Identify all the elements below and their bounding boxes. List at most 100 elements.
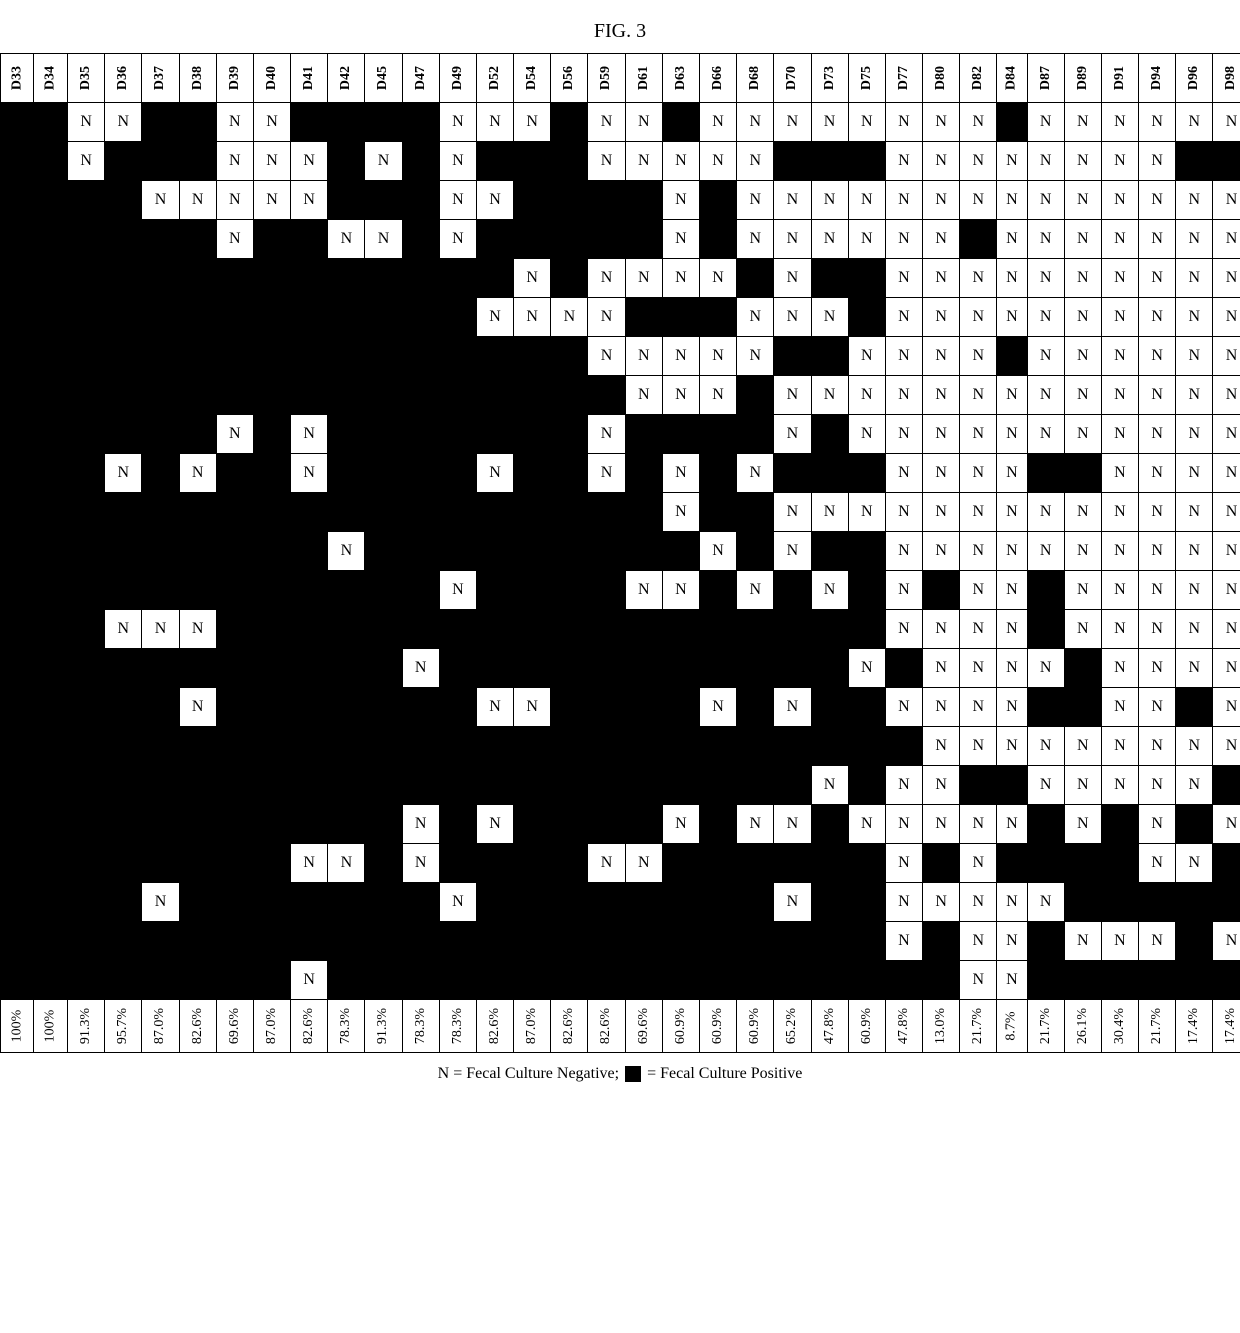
heatmap-cell bbox=[142, 415, 179, 454]
heatmap-cell bbox=[365, 376, 402, 415]
heatmap-cell: N bbox=[848, 415, 885, 454]
heatmap-cell bbox=[402, 688, 439, 727]
heatmap-cell: N bbox=[1176, 727, 1213, 766]
heatmap-cell bbox=[253, 454, 290, 493]
heatmap-cell bbox=[1213, 844, 1240, 883]
heatmap-cell bbox=[253, 415, 290, 454]
heatmap-cell bbox=[662, 766, 699, 805]
heatmap-cell bbox=[699, 844, 736, 883]
heatmap-cell: N bbox=[848, 376, 885, 415]
heatmap-cell bbox=[68, 727, 105, 766]
heatmap-cell bbox=[68, 376, 105, 415]
heatmap-cell: N bbox=[439, 181, 476, 220]
heatmap-cell bbox=[216, 571, 253, 610]
heatmap-cell: N bbox=[960, 259, 997, 298]
heatmap-cell: N bbox=[997, 454, 1027, 493]
heatmap-cell: N bbox=[179, 688, 216, 727]
heatmap-cell: N bbox=[1027, 376, 1064, 415]
heatmap-cell: N bbox=[1139, 844, 1176, 883]
heatmap-cell: N bbox=[68, 103, 105, 142]
heatmap-cell bbox=[216, 337, 253, 376]
heatmap-cell bbox=[514, 415, 551, 454]
heatmap-cell: N bbox=[1101, 220, 1138, 259]
heatmap-cell bbox=[291, 766, 328, 805]
heatmap-cell: N bbox=[365, 142, 402, 181]
heatmap-cell bbox=[662, 688, 699, 727]
heatmap-cell bbox=[662, 103, 699, 142]
heatmap-cell bbox=[0, 103, 34, 142]
heatmap-cell: N bbox=[699, 337, 736, 376]
heatmap-cell bbox=[588, 181, 625, 220]
heatmap-cell bbox=[142, 922, 179, 961]
heatmap-cell: N bbox=[960, 415, 997, 454]
heatmap-cell: N bbox=[1064, 493, 1101, 532]
heatmap-cell bbox=[328, 298, 365, 337]
heatmap-cell: N bbox=[1101, 337, 1138, 376]
heatmap-cell bbox=[848, 844, 885, 883]
heatmap-cell bbox=[68, 883, 105, 922]
percent-cell: 91.3% bbox=[365, 1000, 402, 1053]
heatmap-cell: N bbox=[253, 142, 290, 181]
heatmap-cell bbox=[105, 259, 142, 298]
heatmap-cell: N bbox=[662, 337, 699, 376]
heatmap-cell bbox=[0, 688, 34, 727]
heatmap-cell: N bbox=[291, 415, 328, 454]
percent-cell: 8.7% bbox=[997, 1000, 1027, 1053]
heatmap-cell: N bbox=[699, 259, 736, 298]
heatmap-cell bbox=[588, 922, 625, 961]
heatmap-cell: N bbox=[514, 259, 551, 298]
heatmap-cell bbox=[514, 961, 551, 1000]
heatmap-cell: N bbox=[402, 805, 439, 844]
heatmap-cell bbox=[179, 844, 216, 883]
heatmap-cell: N bbox=[997, 493, 1027, 532]
heatmap-cell bbox=[68, 181, 105, 220]
heatmap-cell bbox=[105, 688, 142, 727]
heatmap-cell bbox=[774, 922, 811, 961]
heatmap-cell: N bbox=[1213, 259, 1240, 298]
heatmap-cell bbox=[34, 805, 68, 844]
heatmap-cell bbox=[774, 571, 811, 610]
heatmap-cell bbox=[476, 610, 513, 649]
heatmap-cell: N bbox=[997, 259, 1027, 298]
heatmap-cell: N bbox=[68, 142, 105, 181]
heatmap-cell bbox=[551, 415, 588, 454]
heatmap-cell: N bbox=[774, 259, 811, 298]
heatmap-cell: N bbox=[737, 103, 774, 142]
heatmap-cell bbox=[551, 259, 588, 298]
heatmap-cell: N bbox=[588, 454, 625, 493]
heatmap-cell bbox=[365, 844, 402, 883]
heatmap-cell: N bbox=[960, 727, 997, 766]
heatmap-cell bbox=[365, 103, 402, 142]
heatmap-cell bbox=[439, 610, 476, 649]
heatmap-cell bbox=[811, 922, 848, 961]
col-header: D54 bbox=[514, 54, 551, 103]
heatmap-cell: N bbox=[923, 610, 960, 649]
heatmap-cell bbox=[1064, 454, 1101, 493]
heatmap-cell bbox=[34, 610, 68, 649]
heatmap-cell bbox=[1064, 688, 1101, 727]
heatmap-cell: N bbox=[105, 610, 142, 649]
heatmap-cell bbox=[625, 220, 662, 259]
heatmap-cell bbox=[291, 610, 328, 649]
heatmap-cell bbox=[291, 298, 328, 337]
heatmap-cell bbox=[588, 376, 625, 415]
percent-cell: 30.4% bbox=[1101, 1000, 1138, 1053]
heatmap-cell bbox=[105, 961, 142, 1000]
heatmap-cell: N bbox=[662, 493, 699, 532]
col-header: D82 bbox=[960, 54, 997, 103]
heatmap-cell: N bbox=[662, 259, 699, 298]
heatmap-cell bbox=[737, 259, 774, 298]
heatmap-cell: N bbox=[1176, 610, 1213, 649]
heatmap-cell: N bbox=[774, 493, 811, 532]
heatmap-cell bbox=[774, 337, 811, 376]
heatmap-cell bbox=[34, 259, 68, 298]
heatmap-cell bbox=[142, 259, 179, 298]
heatmap-cell: N bbox=[1027, 142, 1064, 181]
heatmap-cell: N bbox=[588, 337, 625, 376]
heatmap-cell bbox=[514, 766, 551, 805]
heatmap-cell bbox=[625, 688, 662, 727]
heatmap-cell bbox=[328, 688, 365, 727]
heatmap-cell bbox=[439, 337, 476, 376]
heatmap-cell: N bbox=[439, 220, 476, 259]
heatmap-cell: N bbox=[923, 493, 960, 532]
